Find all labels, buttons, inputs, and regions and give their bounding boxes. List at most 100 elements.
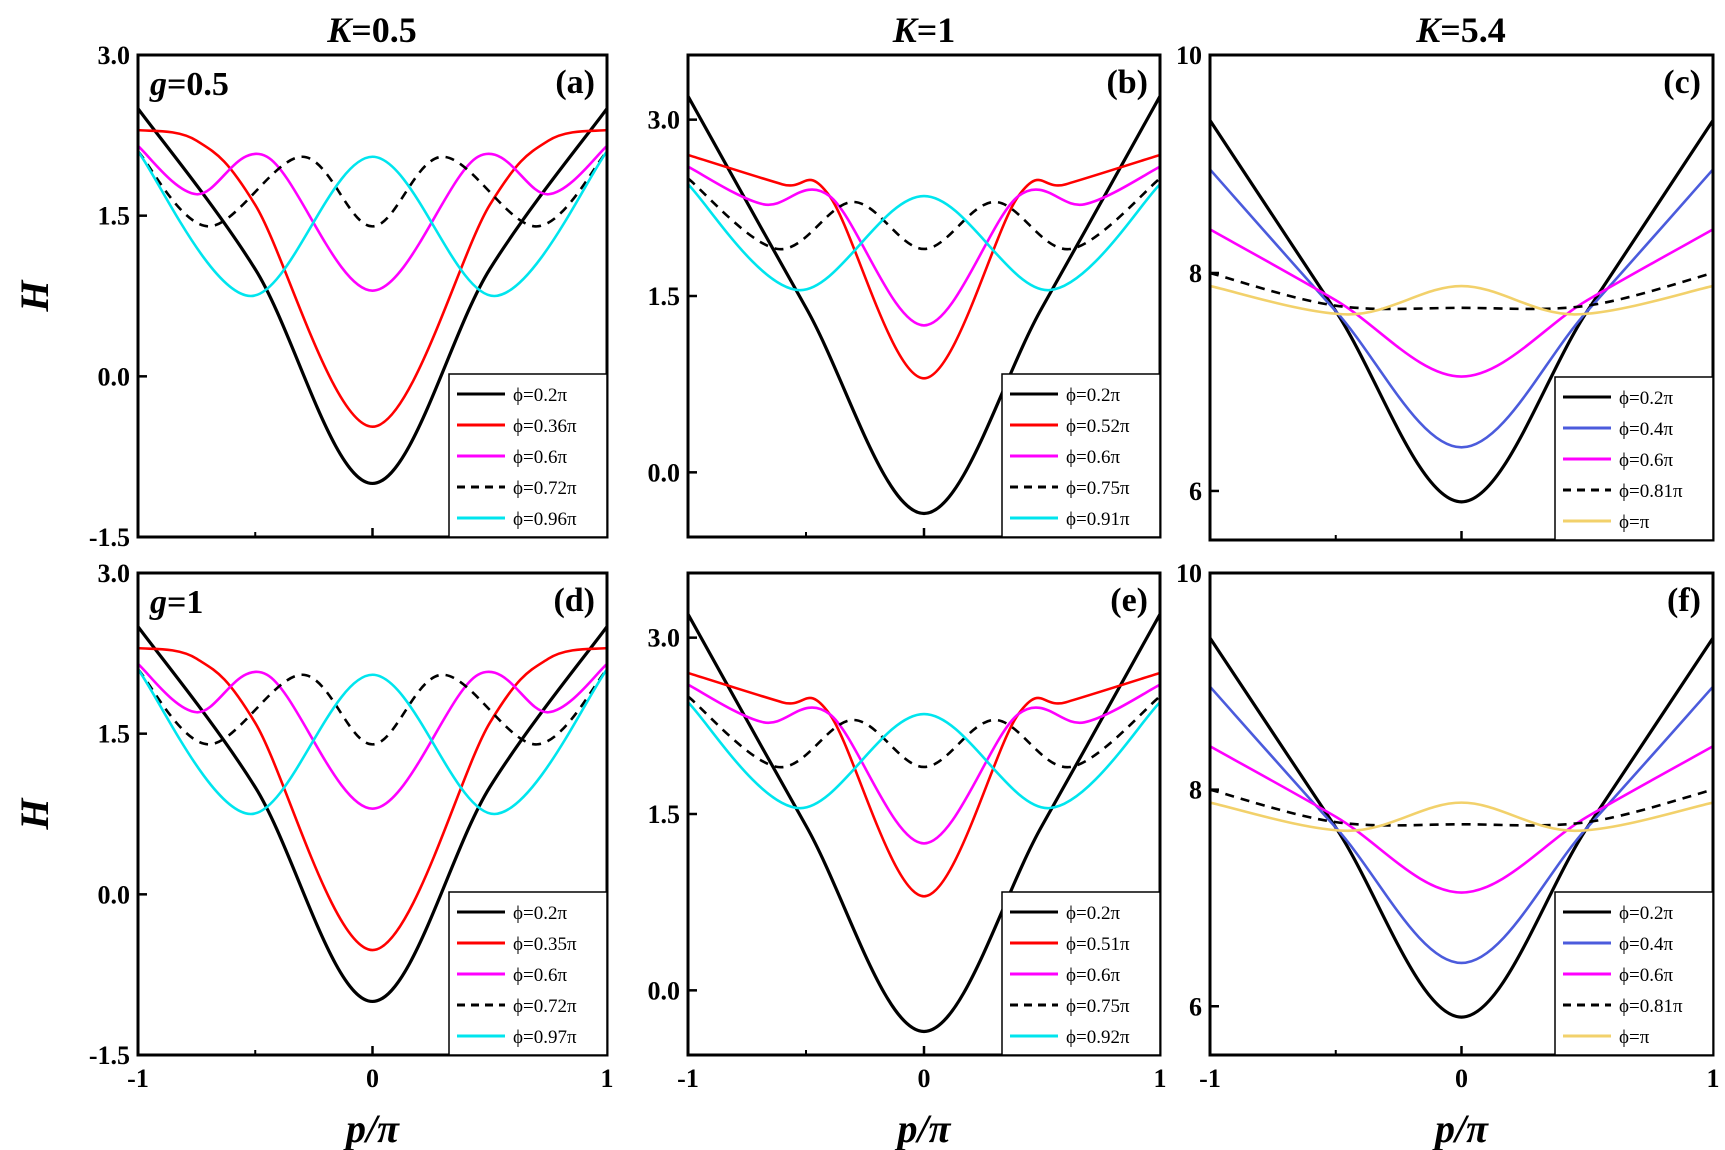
series-line xyxy=(138,625,607,1004)
legend: ϕ=0.2π ϕ=0.51π ϕ=0.6π ϕ=0.75π ϕ=0.92π xyxy=(1001,891,1161,1056)
series-line xyxy=(138,646,607,952)
x-tick-label: -1 xyxy=(677,1064,699,1093)
legend-entry: ϕ=0.52π xyxy=(1066,416,1130,437)
legend-entry: ϕ=0.2π xyxy=(1066,385,1120,406)
y-tick-label: 0.0 xyxy=(98,880,131,909)
row-label: g=1 xyxy=(149,584,203,621)
y-axis-label: H xyxy=(12,279,57,313)
y-tick-label: 3.0 xyxy=(648,624,681,653)
legend-entry: ϕ=0.96π xyxy=(513,509,577,530)
series-line xyxy=(1210,637,1713,1019)
series-line xyxy=(1210,168,1713,449)
series-line xyxy=(1210,788,1713,827)
legend-entry: ϕ=0.91π xyxy=(1066,509,1130,530)
series-line xyxy=(1210,745,1713,894)
legend-entry: ϕ=0.6π xyxy=(1066,447,1120,468)
x-tick-label: 0 xyxy=(918,1064,931,1093)
legend: ϕ=0.2π ϕ=0.35π ϕ=0.6π ϕ=0.72π ϕ=0.97π xyxy=(448,891,608,1056)
series-line xyxy=(688,183,1160,292)
x-tick-label: -1 xyxy=(1199,1064,1221,1093)
legend-entry: ϕ=0.2π xyxy=(513,903,567,924)
panel-label: (b) xyxy=(1106,64,1148,101)
panels: 3.0 1.5 0.0 -1.5 (a) ϕ=0.2π ϕ=0.36π ϕ=0.6π ϕ=0.7… xyxy=(12,41,1720,1150)
legend-entry: ϕ=0.35π xyxy=(513,934,577,955)
legend-entry: ϕ=π xyxy=(1619,512,1650,533)
legend-entry: ϕ=0.4π xyxy=(1619,419,1673,440)
x-axis-label: p/π xyxy=(343,1106,400,1150)
legend-entry: ϕ=0.75π xyxy=(1066,478,1130,499)
series-line xyxy=(688,671,1160,898)
y-tick-label: 3.0 xyxy=(98,559,131,588)
legend-entry: ϕ=0.6π xyxy=(1619,450,1673,471)
y-tick-label: 8 xyxy=(1189,259,1202,288)
legend-entry: ϕ=π xyxy=(1619,1027,1650,1048)
x-tick-label: 0 xyxy=(1455,1064,1468,1093)
legend: ϕ=0.2π ϕ=0.4π ϕ=0.6π ϕ=0.81π ϕ=π xyxy=(1554,376,1714,541)
x-axis-label: p/π xyxy=(895,1106,952,1150)
panel-label: (f) xyxy=(1667,582,1701,619)
panel-label: (d) xyxy=(553,582,595,619)
y-tick-label: 10 xyxy=(1176,41,1202,70)
panel-label: (e) xyxy=(1110,582,1148,619)
series-line xyxy=(138,128,607,428)
legend-entry: ϕ=0.72π xyxy=(513,478,577,499)
column-title: K=5.4 xyxy=(1415,10,1506,50)
x-tick-label: 1 xyxy=(601,1064,614,1093)
y-tick-label: 0.0 xyxy=(648,976,681,1005)
y-tick-label: 0.0 xyxy=(98,362,131,391)
series-line xyxy=(138,150,607,298)
legend: ϕ=0.2π ϕ=0.36π ϕ=0.6π ϕ=0.72π ϕ=0.96π xyxy=(448,373,608,538)
series-line xyxy=(138,668,607,816)
series-line xyxy=(1210,271,1713,311)
panel-c: 10 8 6 (c) ϕ=0.2π ϕ=0.4π ϕ=0.6π ϕ=0.81π ϕ=π xyxy=(1176,41,1715,542)
panel-label: (c) xyxy=(1663,64,1701,101)
column-title: K=0.5 xyxy=(326,10,417,50)
series-line xyxy=(138,107,607,486)
legend-entry: ϕ=0.2π xyxy=(513,385,567,406)
series-line xyxy=(688,95,1160,516)
legend-entry: ϕ=0.97π xyxy=(513,1027,577,1048)
series-line xyxy=(1210,228,1713,378)
series-line xyxy=(688,695,1160,769)
y-axis-label: H xyxy=(12,797,57,831)
x-tick-label: 0 xyxy=(366,1064,379,1093)
series-line xyxy=(688,701,1160,810)
legend-entry: ϕ=0.4π xyxy=(1619,934,1673,955)
y-tick-label: 3.0 xyxy=(648,106,681,135)
y-tick-label: 1.5 xyxy=(648,800,681,829)
legend-entry: ϕ=0.81π xyxy=(1619,996,1683,1017)
series-line xyxy=(1210,685,1713,965)
y-tick-label: 1.5 xyxy=(648,282,681,311)
legend: ϕ=0.2π ϕ=0.52π ϕ=0.6π ϕ=0.75π ϕ=0.91π xyxy=(1001,373,1161,538)
series-line xyxy=(138,150,607,228)
legend-entry: ϕ=0.72π xyxy=(513,996,577,1017)
y-tick-label: 1.5 xyxy=(98,202,131,231)
x-tick-label: 1 xyxy=(1707,1064,1720,1093)
series-line xyxy=(688,613,1160,1034)
legend-entry: ϕ=0.92π xyxy=(1066,1027,1130,1048)
row-label: g=0.5 xyxy=(149,66,229,103)
x-tick-label: -1 xyxy=(127,1064,149,1093)
series-line xyxy=(1210,119,1713,504)
legend-entry: ϕ=0.81π xyxy=(1619,481,1683,502)
panel-label: (a) xyxy=(555,64,595,101)
series-line xyxy=(1210,284,1713,316)
panel-f: 10 8 6 -1 0 1 (f) ϕ=0.2π ϕ=0.4π ϕ=0.6π ϕ=0.81π ϕ=π p… xyxy=(1176,559,1720,1150)
legend-entry: ϕ=0.2π xyxy=(1619,903,1673,924)
x-axis-label: p/π xyxy=(1432,1106,1489,1150)
legend-entry: ϕ=0.6π xyxy=(1066,965,1120,986)
series-line xyxy=(138,145,607,292)
legend-entry: ϕ=0.75π xyxy=(1066,996,1130,1017)
series-line xyxy=(138,668,607,746)
series-line xyxy=(688,153,1160,380)
series-line xyxy=(1210,801,1713,833)
y-tick-label: 0.0 xyxy=(648,458,681,487)
legend: ϕ=0.2π ϕ=0.4π ϕ=0.6π ϕ=0.81π ϕ=π xyxy=(1554,891,1714,1056)
panel-a: 3.0 1.5 0.0 -1.5 (a) ϕ=0.2π ϕ=0.36π ϕ=0.6π ϕ=0.7… xyxy=(12,41,609,552)
legend-entry: ϕ=0.2π xyxy=(1066,903,1120,924)
column-titles: K=0.5 K=1 K=5.4 xyxy=(326,10,1506,50)
y-tick-label: 6 xyxy=(1189,992,1202,1021)
series-line xyxy=(688,683,1160,845)
panel-b: 3.01.50.0(b)ϕ=0.2πϕ=0.52πϕ=0.6πϕ=0.75πϕ=… xyxy=(648,53,1162,539)
